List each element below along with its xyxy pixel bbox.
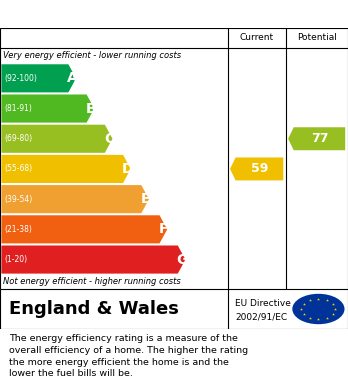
Polygon shape — [230, 158, 283, 180]
Text: F: F — [159, 222, 168, 236]
Polygon shape — [1, 125, 112, 153]
Text: The energy efficiency rating is a measure of the
overall efficiency of a home. T: The energy efficiency rating is a measur… — [9, 334, 248, 378]
Text: Very energy efficient - lower running costs: Very energy efficient - lower running co… — [3, 51, 181, 60]
Text: C: C — [104, 132, 114, 146]
Text: 59: 59 — [251, 162, 268, 176]
Text: B: B — [86, 102, 96, 115]
Text: Energy Efficiency Rating: Energy Efficiency Rating — [9, 7, 219, 22]
Text: G: G — [176, 253, 188, 267]
Text: (39-54): (39-54) — [4, 195, 32, 204]
Text: (81-91): (81-91) — [4, 104, 32, 113]
Text: E: E — [141, 192, 150, 206]
Text: (1-20): (1-20) — [4, 255, 27, 264]
Polygon shape — [1, 215, 167, 244]
Text: (69-80): (69-80) — [4, 134, 32, 143]
Text: EU Directive: EU Directive — [235, 298, 291, 307]
Text: 77: 77 — [311, 132, 328, 145]
Text: Not energy efficient - higher running costs: Not energy efficient - higher running co… — [3, 277, 181, 286]
Text: England & Wales: England & Wales — [9, 300, 179, 318]
Ellipse shape — [292, 294, 345, 324]
Polygon shape — [1, 185, 149, 213]
Polygon shape — [288, 127, 345, 150]
Text: (21-38): (21-38) — [4, 225, 32, 234]
Polygon shape — [1, 246, 185, 274]
Polygon shape — [1, 155, 131, 183]
Polygon shape — [1, 95, 94, 123]
Text: D: D — [121, 162, 133, 176]
Text: (92-100): (92-100) — [4, 74, 37, 83]
Polygon shape — [1, 64, 76, 92]
Text: 2002/91/EC: 2002/91/EC — [235, 312, 287, 321]
Text: (55-68): (55-68) — [4, 165, 32, 174]
Text: Potential: Potential — [297, 33, 337, 42]
Text: A: A — [67, 71, 78, 85]
Text: Current: Current — [240, 33, 274, 42]
